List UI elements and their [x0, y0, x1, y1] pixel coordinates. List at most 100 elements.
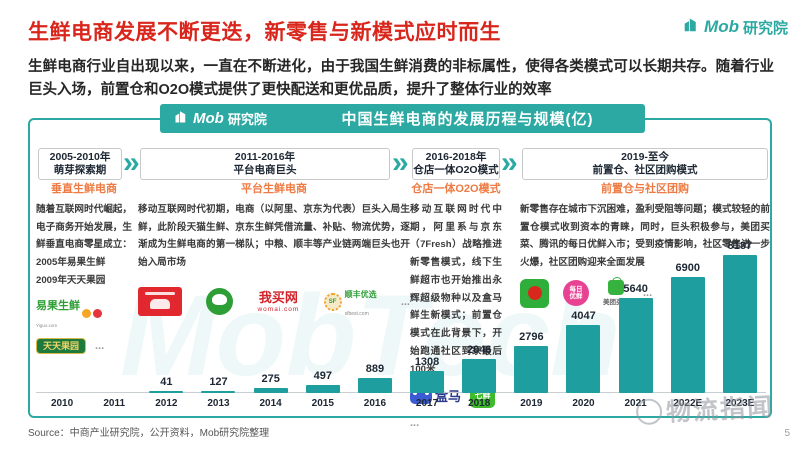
x-axis-label-2015: 2015 [311, 397, 334, 409]
stage-label: 前置仓、社区团购模式 [592, 164, 698, 176]
bar-2014 [253, 388, 288, 393]
fruit-dot-icon [82, 309, 91, 319]
bar-group-2016: 889 2016 [349, 145, 401, 413]
womai-sub: womai.com [257, 305, 300, 313]
bar-group-2017: 1308 2017 [401, 145, 453, 413]
panel-brand-logo: Mob 研究院 [174, 109, 267, 129]
main-panel: MobTech 2005-2010年 萌芽探索期 » 2011-2016年 平台… [28, 118, 772, 429]
panel-title: 中国生鲜电商的发展历程与规模(亿) [341, 111, 594, 128]
bar-group-2015: 497 2015 [297, 145, 349, 413]
fresh-app-logo [520, 278, 549, 308]
bar-value-label: 41 [160, 376, 173, 388]
bar-value-label: 2796 [519, 331, 544, 343]
ellipsis-more: ... [400, 295, 410, 308]
timeline-stage-1: 2005-2010年 萌芽探索期 [38, 148, 122, 180]
bar-2017 [410, 371, 445, 393]
x-axis-label-2010: 2010 [50, 397, 74, 409]
chevron-right-icon: » [392, 146, 409, 179]
page-title: 生鲜电商发展不断更迭，新零售与新模式应时而生 [28, 21, 501, 44]
bar-group-2019: 2796 2019 [505, 145, 557, 413]
womai-label: 我买网 [258, 290, 298, 306]
chevron-right-icon: » [123, 146, 140, 179]
bar-value-label: 8187 [727, 240, 753, 252]
shopping-bag-icon [608, 277, 624, 296]
bar-group-2023E: 8187 2023E [714, 145, 766, 413]
x-axis-label-2020: 2020 [572, 397, 595, 409]
bar-group-2021: 5640 2021 [610, 145, 662, 413]
building-icon [683, 16, 700, 38]
bar-group-2014: 275 2014 [245, 145, 297, 413]
column-body: 随着互联网时代崛起，电子商务开始发展，生鲜垂直电商零星成立： 2005年易果生鲜… [36, 204, 132, 286]
bar-group-2018: 2046 2018 [453, 145, 505, 413]
brand-name-en: Mob [193, 110, 224, 127]
column-title: 仓店一体O2O模式 [411, 183, 501, 195]
stage-period: 2005-2010年 [49, 150, 111, 163]
intro-paragraph: 生鲜电商行业自出现以来，一直在不断进化，由于我国生鲜消费的非标属性，使得各类模式… [28, 59, 774, 99]
bar-value-label: 497 [313, 370, 332, 382]
bar-group-2011: 2011 [88, 145, 140, 413]
timeline-stage-4: 2019-至今 前置仓、社区团购模式 [522, 148, 768, 180]
x-axis-label-2017: 2017 [415, 397, 439, 409]
bar-group-2013: 127 2013 [192, 145, 244, 413]
bar-group-2020: 4047 2020 [557, 145, 609, 413]
bar-value-label: 275 [261, 373, 280, 385]
sfbest-logo: SF 顺丰优选 sfbest.com [323, 284, 377, 320]
tiantian-guoyuan-logo: 天天果园 [36, 337, 87, 355]
stage-period: 2016-2018年 [425, 150, 487, 163]
bar-2013 [201, 391, 236, 393]
yiguo-label: 易果生鲜 [36, 299, 80, 312]
x-axis-label-2023E: 2023E [725, 397, 755, 409]
meituan-label: 美团买菜 [603, 299, 629, 307]
timeline-stage-2: 2011-2016年 平台电商巨头 [140, 148, 390, 180]
bar-group-2010: 2010 [36, 145, 88, 413]
x-axis-label-2012: 2012 [155, 397, 178, 409]
sf-sun-icon: SF [323, 292, 342, 311]
bar-value-label: 2046 [466, 344, 492, 356]
column-platform-ecommerce: 平台生鲜电商 移动互联网时代初期，电商（以阿里、京东为代表）巨头入局生鲜，此阶段… [138, 180, 410, 320]
bar-2020 [566, 325, 601, 393]
brand-name-cn: 研究院 [742, 19, 788, 37]
sfbest-sub: sfbest.com [344, 310, 369, 317]
timeline-stage-3: 2016-2018年 仓店一体O2O模式 [412, 148, 500, 180]
column-title: 前置仓与社区团购 [601, 183, 689, 195]
x-axis-label-2011: 2011 [103, 397, 126, 409]
column-title: 平台生鲜电商 [241, 183, 307, 195]
column-body: 新零售存在城市下沉困难，盈利受阻等问题；模式较轻的前置仓模式收到资本的青睐，同时… [520, 204, 770, 269]
stage-period: 2011-2016年 [234, 150, 296, 163]
column-title: 垂直生鲜电商 [51, 183, 117, 195]
bar-2016 [357, 378, 392, 393]
bar-2012 [149, 391, 184, 393]
bar-2019 [514, 346, 549, 393]
brand-name-cn: 研究院 [227, 112, 267, 127]
apple-icon [527, 286, 542, 301]
bar-2023E [722, 255, 757, 393]
bar-2015 [305, 385, 340, 393]
hema-label: 盒马 [435, 389, 462, 405]
bar-value-label: 127 [209, 376, 228, 388]
meiri-youxian-logo: 每日 优鲜 [563, 280, 589, 307]
bar-value-label: 6900 [675, 262, 700, 274]
x-axis-line [36, 392, 766, 393]
stage-label: 仓店一体O2O模式 [413, 164, 499, 176]
yiguo-logo: 易果生鲜 Yiguo.com [36, 296, 102, 332]
tmall-fresh-logo [138, 287, 182, 317]
column-body: 移动互联网时代初期，电商（以阿里、京东为代表）巨头入局生鲜，此阶段天猫生鲜、京东… [138, 204, 410, 269]
page-number: 5 [784, 428, 790, 439]
stage-label: 萌芽探索期 [53, 164, 107, 176]
ellipsis-more: ... [410, 417, 420, 430]
meituan-maicai-logo: 美团买菜 [603, 277, 629, 307]
brand-name-en: Mob [704, 17, 739, 36]
x-axis-label-2013: 2013 [207, 397, 230, 409]
column-community-group-buy: 前置仓与社区团购 新零售存在城市下沉困难，盈利受阻等问题；模式较轻的前置仓模式收… [520, 180, 770, 308]
bar-value-label: 889 [365, 363, 385, 375]
x-axis-label-2014: 2014 [259, 397, 282, 409]
column-body: 移动互联网时代中期，阿里系与京东（7Fresh）战略推进新零售模式，线下生鲜超市… [410, 204, 502, 375]
x-axis-label-2019: 2019 [520, 397, 543, 409]
bar-group-2022E: 6900 2022E [662, 145, 714, 413]
bar-2021 [618, 298, 653, 393]
bar-value-label: 4047 [571, 310, 596, 322]
brand-logo: Mob 研究院 [683, 16, 788, 38]
panel-header-bar: Mob 研究院 中国生鲜电商的发展历程与规模(亿) [160, 104, 645, 133]
jd-fresh-logo [206, 288, 234, 316]
bar-2022E [670, 277, 705, 393]
